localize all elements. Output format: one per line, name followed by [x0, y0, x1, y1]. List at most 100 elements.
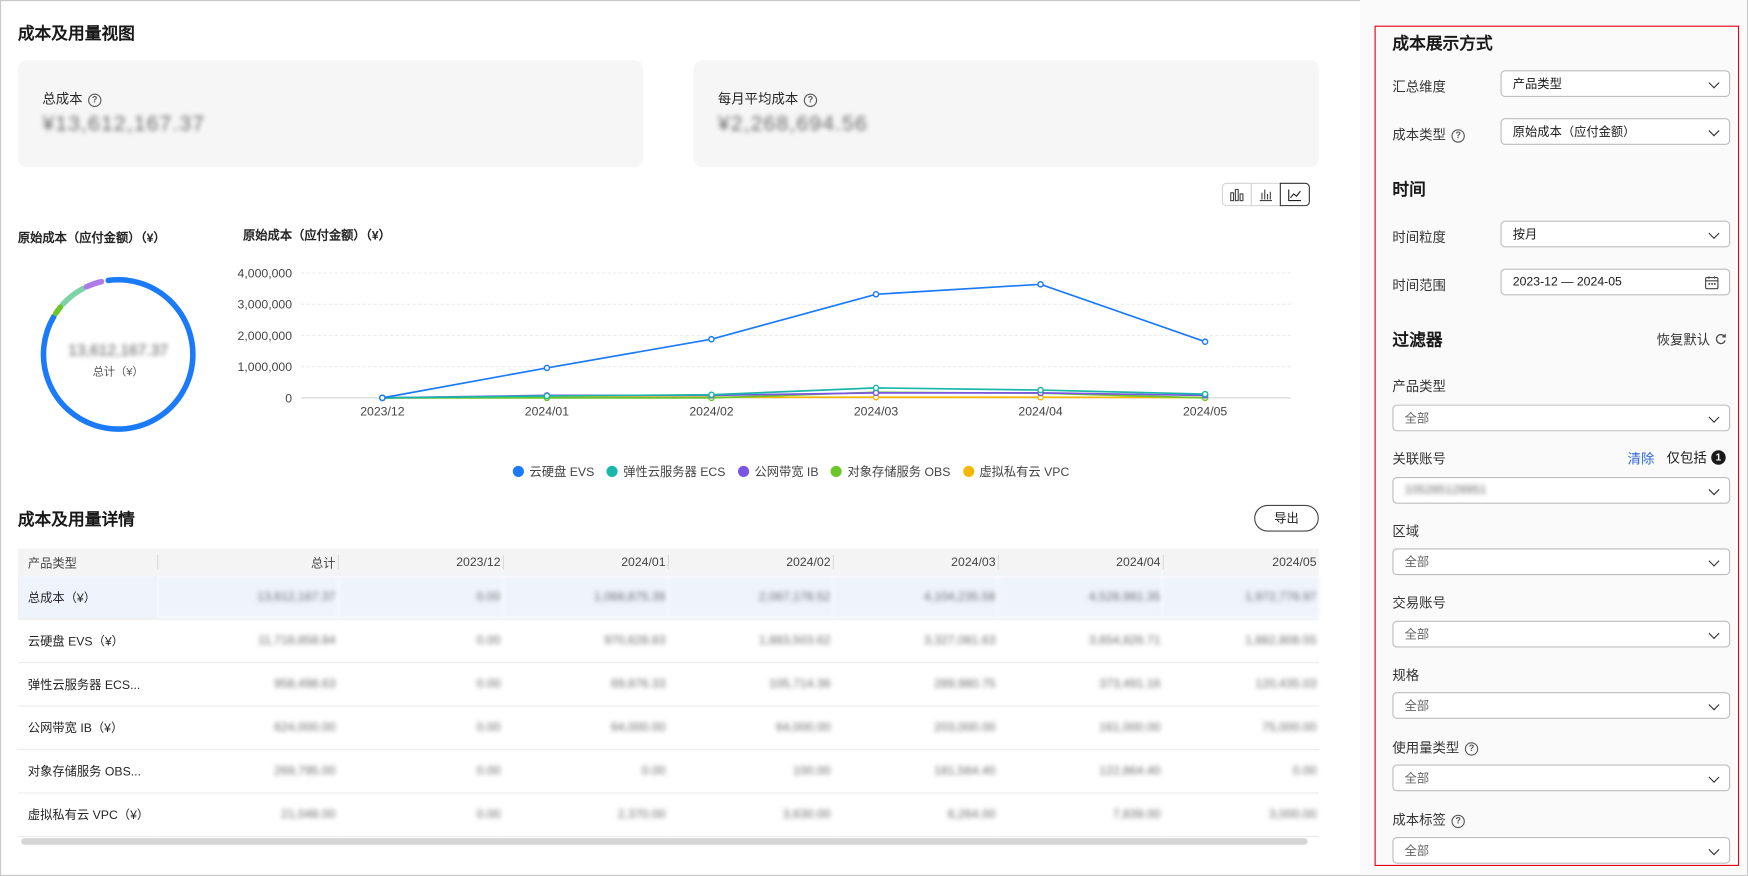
chevron-down-icon — [1708, 411, 1720, 423]
legend-dot — [830, 465, 842, 478]
export-button[interactable]: 导出 — [1254, 504, 1319, 532]
help-icon[interactable]: ? — [1464, 742, 1479, 756]
chart-legend: 云硬盘 EVS 弹性云服务器 ECS 公网带宽 IB 对象存储服务 OBS 虚拟私有云 … — [512, 463, 1082, 481]
data-point[interactable] — [1201, 390, 1209, 398]
column-header[interactable]: 总计 — [157, 548, 338, 577]
account-select[interactable]: 105285128951 — [1392, 477, 1731, 504]
series-line — [382, 387, 1206, 399]
table-row: 公网带宽 IB（¥） 624,000.00 0.00 64,000.00 64,000.… — [17, 706, 1319, 751]
x-tick-label: 2024/05 — [1183, 405, 1227, 419]
range-label: 时间范围 — [1392, 277, 1446, 294]
cost-tag-label: 成本标签? — [1392, 810, 1465, 829]
donut-center-label: 总计（¥） — [92, 366, 144, 379]
column-header[interactable]: 2023/12 — [337, 548, 503, 577]
column-header[interactable]: 2024/03 — [832, 548, 998, 577]
filter-title: 过滤器 — [1392, 331, 1443, 350]
reset-default-button[interactable]: 恢复默认 — [1657, 330, 1727, 349]
table-row: 总成本（¥） 13,612,167.37 0.00 1,068,875.39 2,067… — [17, 576, 1319, 620]
value-cell: 0.00 — [337, 619, 503, 664]
legend-item[interactable]: 弹性云服务器 ECS — [606, 463, 726, 481]
donut-slice[interactable] — [40, 277, 196, 432]
y-tick-label: 4,000,000 — [238, 267, 293, 281]
chevron-down-icon — [1708, 555, 1720, 567]
date-range-picker[interactable]: 2023-12 — 2024-05 — [1500, 268, 1731, 296]
chart-type-toggle — [1221, 182, 1310, 207]
summary-dim-select[interactable]: 产品类型 — [1500, 70, 1731, 97]
product-cell: 虚拟私有云 VPC（¥） — [17, 792, 158, 837]
column-header[interactable]: 产品类型 — [17, 548, 158, 577]
column-header[interactable]: 2024/01 — [502, 548, 668, 577]
data-point[interactable] — [872, 290, 880, 298]
x-tick-label: 2024/01 — [525, 405, 569, 419]
cost-tag-select[interactable]: 全部 — [1392, 836, 1731, 864]
summary-dim-label: 汇总维度 — [1392, 79, 1446, 95]
help-icon[interactable]: ? — [803, 93, 818, 107]
donut-slice[interactable] — [60, 285, 86, 308]
cost-type-select[interactable]: 原始成本（应付金额） — [1500, 118, 1731, 145]
usage-type-label: 使用量类型? — [1392, 738, 1479, 757]
legend-item[interactable]: 对象存储服务 OBS — [830, 463, 950, 481]
value-cell: 21,048.00 — [157, 792, 338, 837]
horizontal-scrollbar[interactable] — [21, 838, 1308, 845]
product-cell: 弹性云服务器 ECS... — [17, 662, 158, 707]
y-tick-label: 1,000,000 — [238, 360, 293, 374]
total-cost-label: 总成本? — [42, 89, 102, 108]
help-icon[interactable]: ? — [1451, 129, 1465, 143]
product-cell: 公网带宽 IB（¥） — [17, 706, 158, 751]
column-header[interactable]: 2024/05 — [1162, 548, 1319, 577]
legend-label: 弹性云服务器 ECS — [623, 465, 726, 480]
spec-select[interactable]: 全部 — [1392, 692, 1731, 719]
value-cell: 3,327,081.63 — [832, 619, 998, 664]
legend-item[interactable]: 公网带宽 IB — [737, 463, 819, 481]
refresh-icon — [1715, 334, 1726, 345]
table-row: 虚拟私有云 VPC（¥） 21,048.00 0.00 2,370.00 3,630.0… — [17, 792, 1319, 837]
value-cell: 122,864.40 — [997, 749, 1163, 794]
data-point[interactable] — [708, 335, 715, 343]
column-header[interactable]: 2024/04 — [997, 548, 1163, 577]
value-cell: 100.00 — [667, 749, 833, 794]
data-point[interactable] — [379, 394, 386, 402]
data-point[interactable] — [708, 391, 715, 399]
value-cell: 3,654,826.71 — [997, 619, 1163, 664]
account-label: 关联账号 — [1392, 451, 1446, 467]
data-point[interactable] — [1037, 386, 1044, 394]
chevron-down-icon — [1708, 699, 1720, 711]
legend-dot — [962, 465, 974, 478]
right-panel — [1360, 0, 1747, 875]
x-tick-label: 2024/04 — [1018, 405, 1062, 419]
value-cell: 3,000.00 — [1162, 792, 1319, 837]
donut-slice[interactable] — [83, 278, 105, 290]
granularity-select[interactable]: 按月 — [1500, 220, 1731, 248]
line-chart-icon[interactable] — [1279, 182, 1310, 207]
help-icon[interactable]: ? — [88, 93, 102, 107]
y-tick-label: 0 — [285, 391, 292, 405]
product-cell: 对象存储服务 OBS... — [17, 749, 158, 794]
donut-slice[interactable] — [52, 304, 64, 317]
column-chart-icon[interactable] — [1250, 182, 1281, 207]
data-point[interactable] — [1201, 338, 1209, 345]
legend-item[interactable]: 云硬盘 EVS — [512, 463, 594, 481]
value-cell: 4,104,235.58 — [832, 576, 998, 620]
data-point[interactable] — [872, 384, 880, 392]
data-point[interactable] — [543, 364, 551, 372]
value-cell: 6,264.00 — [832, 792, 998, 837]
region-select[interactable]: 全部 — [1392, 548, 1731, 576]
product-type-select[interactable]: 全部 — [1392, 404, 1731, 432]
clear-link[interactable]: 清除 — [1627, 451, 1655, 467]
usage-type-select[interactable]: 全部 — [1392, 764, 1731, 792]
data-point[interactable] — [1037, 280, 1044, 288]
value-cell: 13,612,167.37 — [157, 576, 338, 620]
value-cell: 624,000.00 — [157, 706, 338, 751]
value-cell: 69,876.33 — [502, 662, 668, 707]
chevron-down-icon — [1708, 844, 1720, 856]
column-header[interactable]: 2024/02 — [667, 548, 833, 577]
data-point[interactable] — [543, 392, 551, 400]
chevron-down-icon — [1708, 628, 1720, 640]
only-include-toggle[interactable]: 仅包括 1 — [1667, 448, 1726, 467]
bar-chart-icon[interactable] — [1221, 182, 1252, 207]
line-chart: 4,000,000 3,000,000 2,000,000 1,000,000 0 202… — [238, 267, 1291, 419]
trade-account-select[interactable]: 全部 — [1392, 620, 1731, 648]
table-row: 云硬盘 EVS（¥） 11,718,858.84 0.00 970,628.83 1,8… — [17, 619, 1319, 664]
legend-item[interactable]: 虚拟私有云 VPC — [962, 463, 1069, 481]
help-icon[interactable]: ? — [1451, 814, 1465, 828]
